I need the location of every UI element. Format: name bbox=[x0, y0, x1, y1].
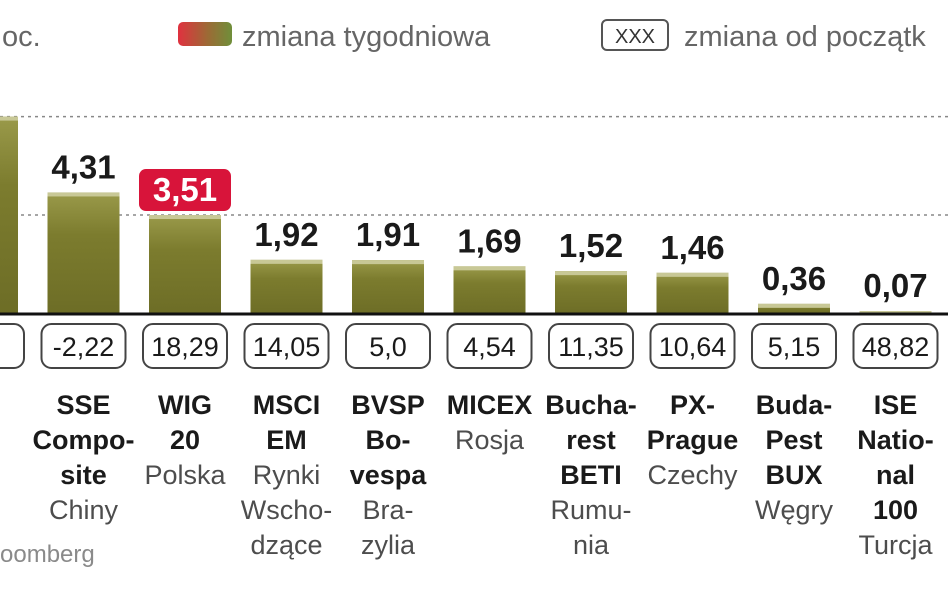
bar-2 bbox=[149, 215, 221, 314]
category-name-6-0: Bucha- bbox=[545, 390, 637, 420]
value-label-6: 1,52 bbox=[559, 227, 623, 264]
category-country-7-0: Czechy bbox=[647, 460, 738, 490]
category-name-8-1: Pest bbox=[765, 425, 822, 455]
bar-0 bbox=[0, 116, 18, 314]
category-name-4-2: vespa bbox=[350, 460, 428, 490]
category-country-8-0: Węgry bbox=[755, 495, 834, 525]
value-label-3: 1,92 bbox=[254, 216, 318, 253]
category-name-3-0: MSCI bbox=[253, 390, 321, 420]
category-name-9-2: nal bbox=[876, 460, 915, 490]
value-label-5: 1,69 bbox=[457, 222, 521, 259]
value-label-9: 0,07 bbox=[863, 267, 927, 304]
bar-top-5 bbox=[453, 266, 526, 271]
category-name-2-1: 20 bbox=[170, 425, 200, 455]
category-name-3-1: EM bbox=[266, 425, 307, 455]
bar-top-2 bbox=[149, 215, 221, 220]
bar-4 bbox=[352, 260, 424, 314]
value-label-8: 0,36 bbox=[762, 260, 826, 297]
category-name-1-2: site bbox=[60, 460, 107, 490]
legend: oc. zmiana tygodniowa XXX zmiana od pocz… bbox=[2, 19, 926, 53]
bar-6 bbox=[555, 271, 627, 314]
category-country-4-0: Bra- bbox=[362, 495, 413, 525]
value-labels: 74,313,511,921,911,691,521,460,360,07 bbox=[51, 148, 927, 304]
category-name-5-0: MICEX bbox=[447, 390, 533, 420]
category-country-3-0: Rynki bbox=[253, 460, 321, 490]
value-label-7: 1,46 bbox=[660, 229, 724, 266]
category-country-3-1: Wscho- bbox=[241, 495, 333, 525]
bar-7 bbox=[656, 272, 729, 314]
legend-ytd-box bbox=[601, 19, 669, 51]
category-country-6-1: nia bbox=[573, 530, 610, 560]
ytd-box-4 bbox=[345, 323, 431, 369]
ytd-box-7 bbox=[649, 323, 736, 369]
ytd-label-6: 11,35 bbox=[558, 332, 624, 362]
category-name-8-2: BUX bbox=[765, 460, 822, 490]
category-country-5-0: Rosja bbox=[455, 425, 525, 455]
bar-top-6 bbox=[555, 271, 627, 276]
bar-8 bbox=[758, 303, 830, 314]
ytd-box-6 bbox=[548, 323, 634, 369]
bar-3 bbox=[250, 259, 323, 314]
category-name-8-0: Buda- bbox=[756, 390, 833, 420]
bar-top-7 bbox=[656, 272, 729, 277]
category-country-4-1: zylia bbox=[361, 530, 416, 560]
ytd-box-9 bbox=[852, 323, 939, 369]
value-badge-2 bbox=[139, 169, 231, 212]
ytd-label-8: 5,15 bbox=[768, 332, 821, 362]
category-name-7-1: Prague bbox=[647, 425, 739, 455]
category-name-6-2: BETI bbox=[560, 460, 622, 490]
ytd-box-3 bbox=[243, 323, 330, 369]
value-label-1: 4,31 bbox=[51, 148, 115, 185]
category-labels: SEvaln-aSSECompo-siteChinyWIG20PolskaMSC… bbox=[0, 390, 934, 560]
category-name-9-1: Natio- bbox=[857, 425, 934, 455]
bars bbox=[0, 116, 932, 314]
category-name-2-0: WIG bbox=[158, 390, 212, 420]
category-name-9-0: ISE bbox=[874, 390, 918, 420]
category-name-0-1: val bbox=[0, 425, 1, 455]
bar-1 bbox=[47, 192, 120, 314]
ytd-label-1: -2,22 bbox=[53, 332, 115, 362]
ytd-box-1 bbox=[40, 323, 127, 369]
legend-weekly-label: zmiana tygodniowa bbox=[242, 21, 491, 53]
category-country-2-0: Polska bbox=[144, 460, 226, 490]
category-name-1-1: Compo- bbox=[33, 425, 135, 455]
value-label-2: 3,51 bbox=[153, 171, 217, 208]
ytd-box-5 bbox=[446, 323, 533, 369]
ytd-label-3: 14,05 bbox=[253, 332, 321, 362]
category-country-3-2: dzące bbox=[250, 530, 322, 560]
category-name-7-0: PX- bbox=[670, 390, 715, 420]
ytd-box-8 bbox=[751, 323, 837, 369]
category-name-6-1: rest bbox=[566, 425, 616, 455]
ytd-label-9: 48,82 bbox=[862, 332, 930, 362]
ytd-box-2 bbox=[142, 323, 228, 369]
category-country-1-0: Chiny bbox=[49, 495, 119, 525]
bar-top-3 bbox=[250, 259, 323, 264]
category-name-1-0: SSE bbox=[56, 390, 110, 420]
bar-top-1 bbox=[47, 192, 120, 197]
legend-left-fragment: oc. bbox=[2, 21, 41, 53]
bar-5 bbox=[453, 266, 526, 314]
legend-weekly-swatch bbox=[178, 22, 232, 46]
ytd-box-0 bbox=[0, 323, 25, 369]
ytd-boxes: 5-2,2218,2914,055,04,5411,3510,645,1548,… bbox=[0, 323, 939, 369]
ytd-label-7: 10,64 bbox=[659, 332, 727, 362]
bar-top-0 bbox=[0, 116, 18, 121]
ytd-label-4: 5,0 bbox=[369, 332, 407, 362]
legend-ytd-box-text: XXX bbox=[615, 26, 655, 48]
value-label-4: 1,91 bbox=[356, 216, 420, 253]
category-name-4-0: BVSP bbox=[351, 390, 425, 420]
legend-ytd-label: zmiana od początk bbox=[684, 21, 926, 53]
category-name-4-1: Bo- bbox=[366, 425, 411, 455]
category-country-9-0: Turcja bbox=[858, 530, 933, 560]
category-country-6-0: Rumu- bbox=[550, 495, 631, 525]
category-name-9-3: 100 bbox=[873, 495, 918, 525]
source-fragment: oomberg bbox=[0, 541, 95, 568]
ytd-label-5: 4,54 bbox=[463, 332, 516, 362]
bar-top-4 bbox=[352, 260, 424, 265]
ytd-label-2: 18,29 bbox=[151, 332, 219, 362]
bar-top-8 bbox=[758, 303, 830, 308]
